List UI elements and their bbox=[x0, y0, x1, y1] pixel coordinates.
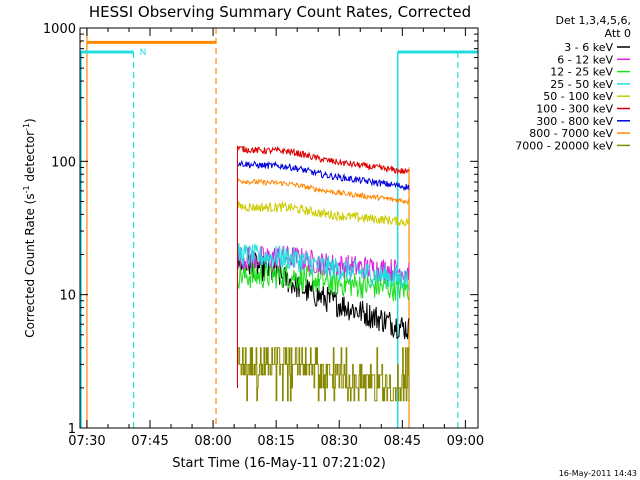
series-line-7000-20000kev bbox=[237, 347, 410, 402]
x-tick-label: 07:45 bbox=[131, 434, 168, 449]
plot-content: SN bbox=[80, 28, 478, 428]
x-tick-label: 08:45 bbox=[384, 434, 421, 449]
legend-label: 3 - 6 keV bbox=[564, 41, 613, 54]
legend-label: 12 - 25 keV bbox=[550, 66, 613, 79]
legend-header-line-1: Det 1,3,4,5,6, bbox=[555, 14, 631, 27]
legend-header-line-2: Att 0 bbox=[605, 27, 631, 40]
legend-label: 800 - 7000 keV bbox=[529, 127, 613, 140]
footer-timestamp: 16-May-2011 14:43 bbox=[559, 469, 637, 478]
series-line-100-300kev bbox=[237, 145, 410, 175]
x-tick-label: 09:00 bbox=[447, 434, 484, 449]
legend-label: 7000 - 20000 keV bbox=[515, 139, 613, 152]
legend-label: 25 - 50 keV bbox=[550, 78, 613, 91]
legend-label: 100 - 300 keV bbox=[536, 103, 613, 116]
series-line-300-800kev bbox=[237, 159, 410, 192]
axes: 1 10 100 1000 07:30 07:45 08:00 08:15 08:30 08:45… bbox=[43, 22, 484, 449]
night-flag-label: N bbox=[140, 48, 147, 58]
plot-frame bbox=[79, 27, 479, 429]
y-axis-label: Corrected Count Rate (s-1 detector-1) bbox=[22, 118, 37, 337]
series-line-50-100kev bbox=[237, 200, 410, 227]
y-tick-label: 10 bbox=[59, 289, 76, 304]
y-axis-label-end: ) bbox=[23, 118, 37, 123]
y-tick-label: 1 bbox=[68, 422, 76, 437]
x-tick-label: 08:00 bbox=[194, 434, 231, 449]
y-axis-label-mid: detector bbox=[23, 131, 37, 186]
y-axis-label-sup-1: -1 bbox=[22, 185, 31, 193]
x-tick-label: 07:30 bbox=[68, 434, 105, 449]
y-tick-label: 1000 bbox=[43, 22, 76, 37]
legend-label: 300 - 800 keV bbox=[536, 115, 613, 128]
x-tick-label: 08:15 bbox=[257, 434, 294, 449]
y-axis-label-main: Corrected Count Rate (s bbox=[23, 193, 37, 337]
x-axis-label: Start Time (16-May-11 07:21:02) bbox=[172, 456, 386, 471]
chart-title: HESSI Observing Summary Count Rates, Cor… bbox=[89, 3, 471, 21]
x-tick-label: 08:30 bbox=[321, 434, 358, 449]
series-line-25-50kev bbox=[237, 242, 410, 292]
series-line-800-7000kev bbox=[237, 177, 410, 205]
y-tick-label: 100 bbox=[51, 155, 76, 170]
plot-area: SN bbox=[80, 28, 478, 428]
legend-label: 6 - 12 keV bbox=[557, 53, 613, 66]
y-axis-label-sup-2: -1 bbox=[22, 123, 31, 131]
legend-label: 50 - 100 keV bbox=[543, 90, 613, 103]
